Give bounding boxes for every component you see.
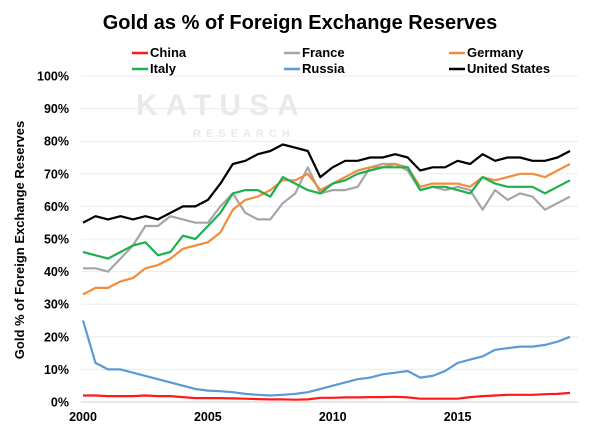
x-tick-label: 2010 xyxy=(319,410,347,424)
y-tick-label: 100% xyxy=(37,70,69,84)
y-tick-label: 60% xyxy=(44,200,69,214)
series-line-italy xyxy=(82,166,571,260)
x-tick-label: 2005 xyxy=(194,410,222,424)
y-tick-label: 90% xyxy=(44,102,69,116)
series-line-germany xyxy=(82,162,571,296)
watermark: KATUSA RESEARCH xyxy=(136,89,307,140)
y-axis-ticks: 0% 10% 20% 30% 40% 50% 60% 70% 80% 90% 100% xyxy=(37,70,69,410)
series-line-united-states xyxy=(82,143,571,224)
legend-label-france: France xyxy=(302,45,345,60)
y-tick-label: 40% xyxy=(44,265,69,279)
x-tick-label: 2000 xyxy=(69,410,97,424)
x-tick-label: 2015 xyxy=(444,410,472,424)
y-tick-label: 30% xyxy=(44,298,69,312)
grid-lines xyxy=(81,75,578,403)
chart-title: Gold as % of Foreign Exchange Reserves xyxy=(103,12,498,34)
series-line-china xyxy=(83,391,571,401)
legend-label-italy: Italy xyxy=(150,61,177,76)
series-line-russia xyxy=(81,320,571,397)
legend-label-china: China xyxy=(150,45,187,60)
series-line-france xyxy=(83,162,571,273)
y-tick-label: 70% xyxy=(44,167,69,181)
y-tick-label: 10% xyxy=(44,363,69,377)
y-axis-label: Gold % of Foreign Exchange Reserves xyxy=(12,121,27,359)
legend-label-united-states: United States xyxy=(467,61,550,76)
svg-text:RESEARCH: RESEARCH xyxy=(193,128,295,140)
y-tick-label: 20% xyxy=(44,330,69,344)
legend-label-russia: Russia xyxy=(302,61,345,76)
y-tick-label: 0% xyxy=(51,396,69,410)
series-lines xyxy=(81,143,571,401)
legend: China France Germany Italy Russia United Stat… xyxy=(132,45,550,76)
y-tick-label: 80% xyxy=(44,135,69,149)
y-tick-label: 50% xyxy=(44,233,69,247)
svg-text:KATUSA: KATUSA xyxy=(136,89,307,122)
x-axis-ticks: 2000 2005 2010 2015 xyxy=(69,410,471,424)
legend-label-germany: Germany xyxy=(467,45,524,60)
